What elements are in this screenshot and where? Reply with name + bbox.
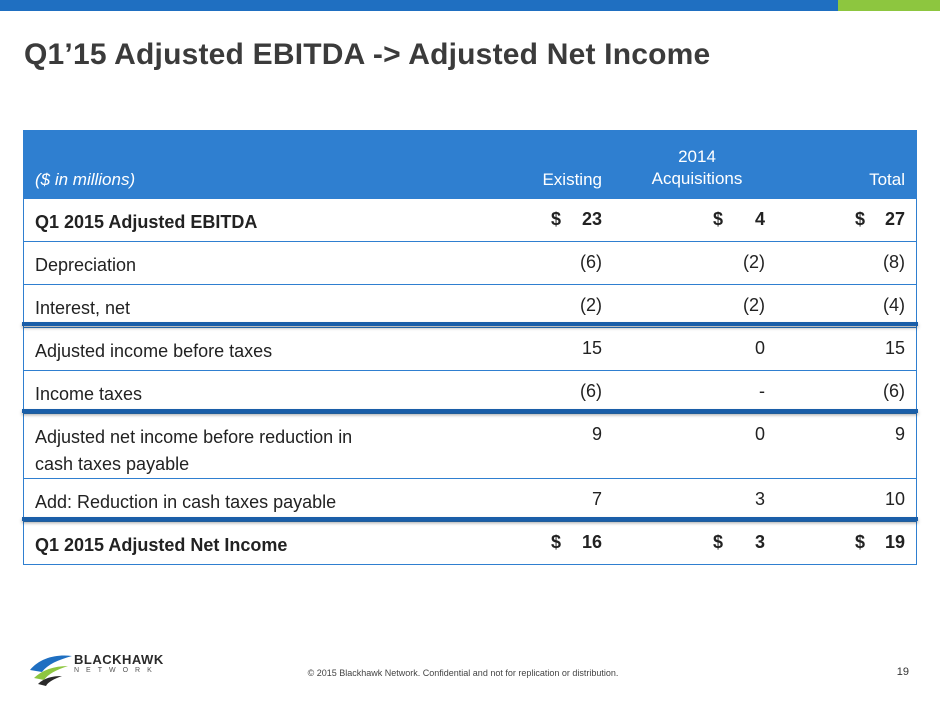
cell-existing: (6) (580, 381, 602, 401)
row-label-line1: Adjusted net income before reduction in (35, 427, 353, 447)
top-bar-green (838, 0, 940, 11)
cell-total: 19 (884, 532, 905, 552)
row-label: Depreciation (35, 255, 137, 275)
table-row: Q1 2015 Adjusted Net Income $ 16 $ 3 $ 1… (24, 521, 916, 564)
table-row: Q1 2015 Adjusted EBITDA $ 23 $ 4 $ 27 (24, 198, 916, 241)
cell-existing: 7 (591, 489, 602, 509)
cell-acquisitions: 3 (754, 532, 765, 552)
cell-total: 9 (894, 424, 905, 444)
cell-total: 10 (884, 489, 905, 509)
top-bar-blue (0, 0, 838, 11)
table-row: Adjusted income before taxes 15 0 15 (24, 327, 916, 370)
table-row: Adjusted net income before reduction in … (24, 413, 916, 478)
cell-acquisitions: 4 (754, 209, 765, 229)
hawk-icon (30, 655, 72, 686)
cell-total: (4) (883, 295, 905, 315)
currency-symbol: $ (855, 532, 866, 552)
cell-existing: 15 (581, 338, 602, 358)
financial-table: ($ in millions) Existing 2014 Acquisitio… (23, 130, 917, 565)
logo-subtext: NETWORK (74, 667, 159, 674)
cell-acquisitions: 3 (754, 489, 765, 509)
row-label: Adjusted income before taxes (35, 341, 273, 361)
cell-total: (8) (883, 252, 905, 272)
table-header: ($ in millions) Existing 2014 Acquisitio… (24, 131, 916, 198)
col-acquisitions: 2014 Acquisitions (632, 146, 762, 190)
col-existing: Existing (542, 170, 602, 189)
table-row: Depreciation (6) (2) (8) (24, 241, 916, 284)
cell-existing: 23 (581, 209, 602, 229)
row-label: Add: Reduction in cash taxes payable (35, 492, 337, 512)
col-acq-line2: Acquisitions (651, 169, 743, 188)
cell-acquisitions: - (759, 381, 765, 401)
row-label: Q1 2015 Adjusted Net Income (35, 535, 288, 555)
currency-symbol: $ (713, 532, 724, 552)
cell-acquisitions: 0 (754, 424, 765, 444)
col-total: Total (869, 170, 905, 189)
logo-wordmark: BLACKHAWK (74, 652, 164, 667)
footer-text: © 2015 Blackhawk Network. Confidential a… (307, 668, 619, 678)
cell-total: (6) (883, 381, 905, 401)
units-label: ($ in millions) (35, 170, 136, 189)
currency-symbol: $ (551, 532, 562, 552)
subtotal-separator (22, 322, 918, 326)
footer-notice: © 2015 Blackhawk Network. Confidential a… (0, 668, 940, 678)
company-logo: BLACKHAWK NETWORK (28, 648, 178, 688)
top-color-bar (0, 0, 940, 11)
col-acq-line1: 2014 (678, 147, 716, 166)
currency-symbol: $ (551, 209, 562, 229)
cell-acquisitions: (2) (743, 252, 765, 272)
table-row: Add: Reduction in cash taxes payable 7 3… (24, 478, 916, 521)
cell-total: 27 (884, 209, 905, 229)
row-label-line2: cash taxes payable (35, 454, 190, 474)
cell-total: 15 (884, 338, 905, 358)
row-label: Income taxes (35, 384, 143, 404)
row-label: Q1 2015 Adjusted EBITDA (35, 212, 258, 232)
currency-symbol: $ (855, 209, 866, 229)
cell-acquisitions: (2) (743, 295, 765, 315)
row-label: Adjusted net income before reduction in … (35, 424, 352, 478)
table-row: Interest, net (2) (2) (4) (24, 284, 916, 327)
page-number: 19 (896, 666, 909, 678)
cell-existing: 16 (581, 532, 602, 552)
cell-acquisitions: 0 (754, 338, 765, 358)
cell-existing: 9 (591, 424, 602, 444)
currency-symbol: $ (713, 209, 724, 229)
row-label: Interest, net (35, 298, 131, 318)
subtotal-separator (22, 409, 918, 413)
table-row: Income taxes (6) - (6) (24, 370, 916, 413)
slide-title: Q1’15 Adjusted EBITDA -> Adjusted Net In… (24, 38, 711, 71)
subtotal-separator (22, 517, 918, 521)
cell-existing: (6) (580, 252, 602, 272)
cell-existing: (2) (580, 295, 602, 315)
